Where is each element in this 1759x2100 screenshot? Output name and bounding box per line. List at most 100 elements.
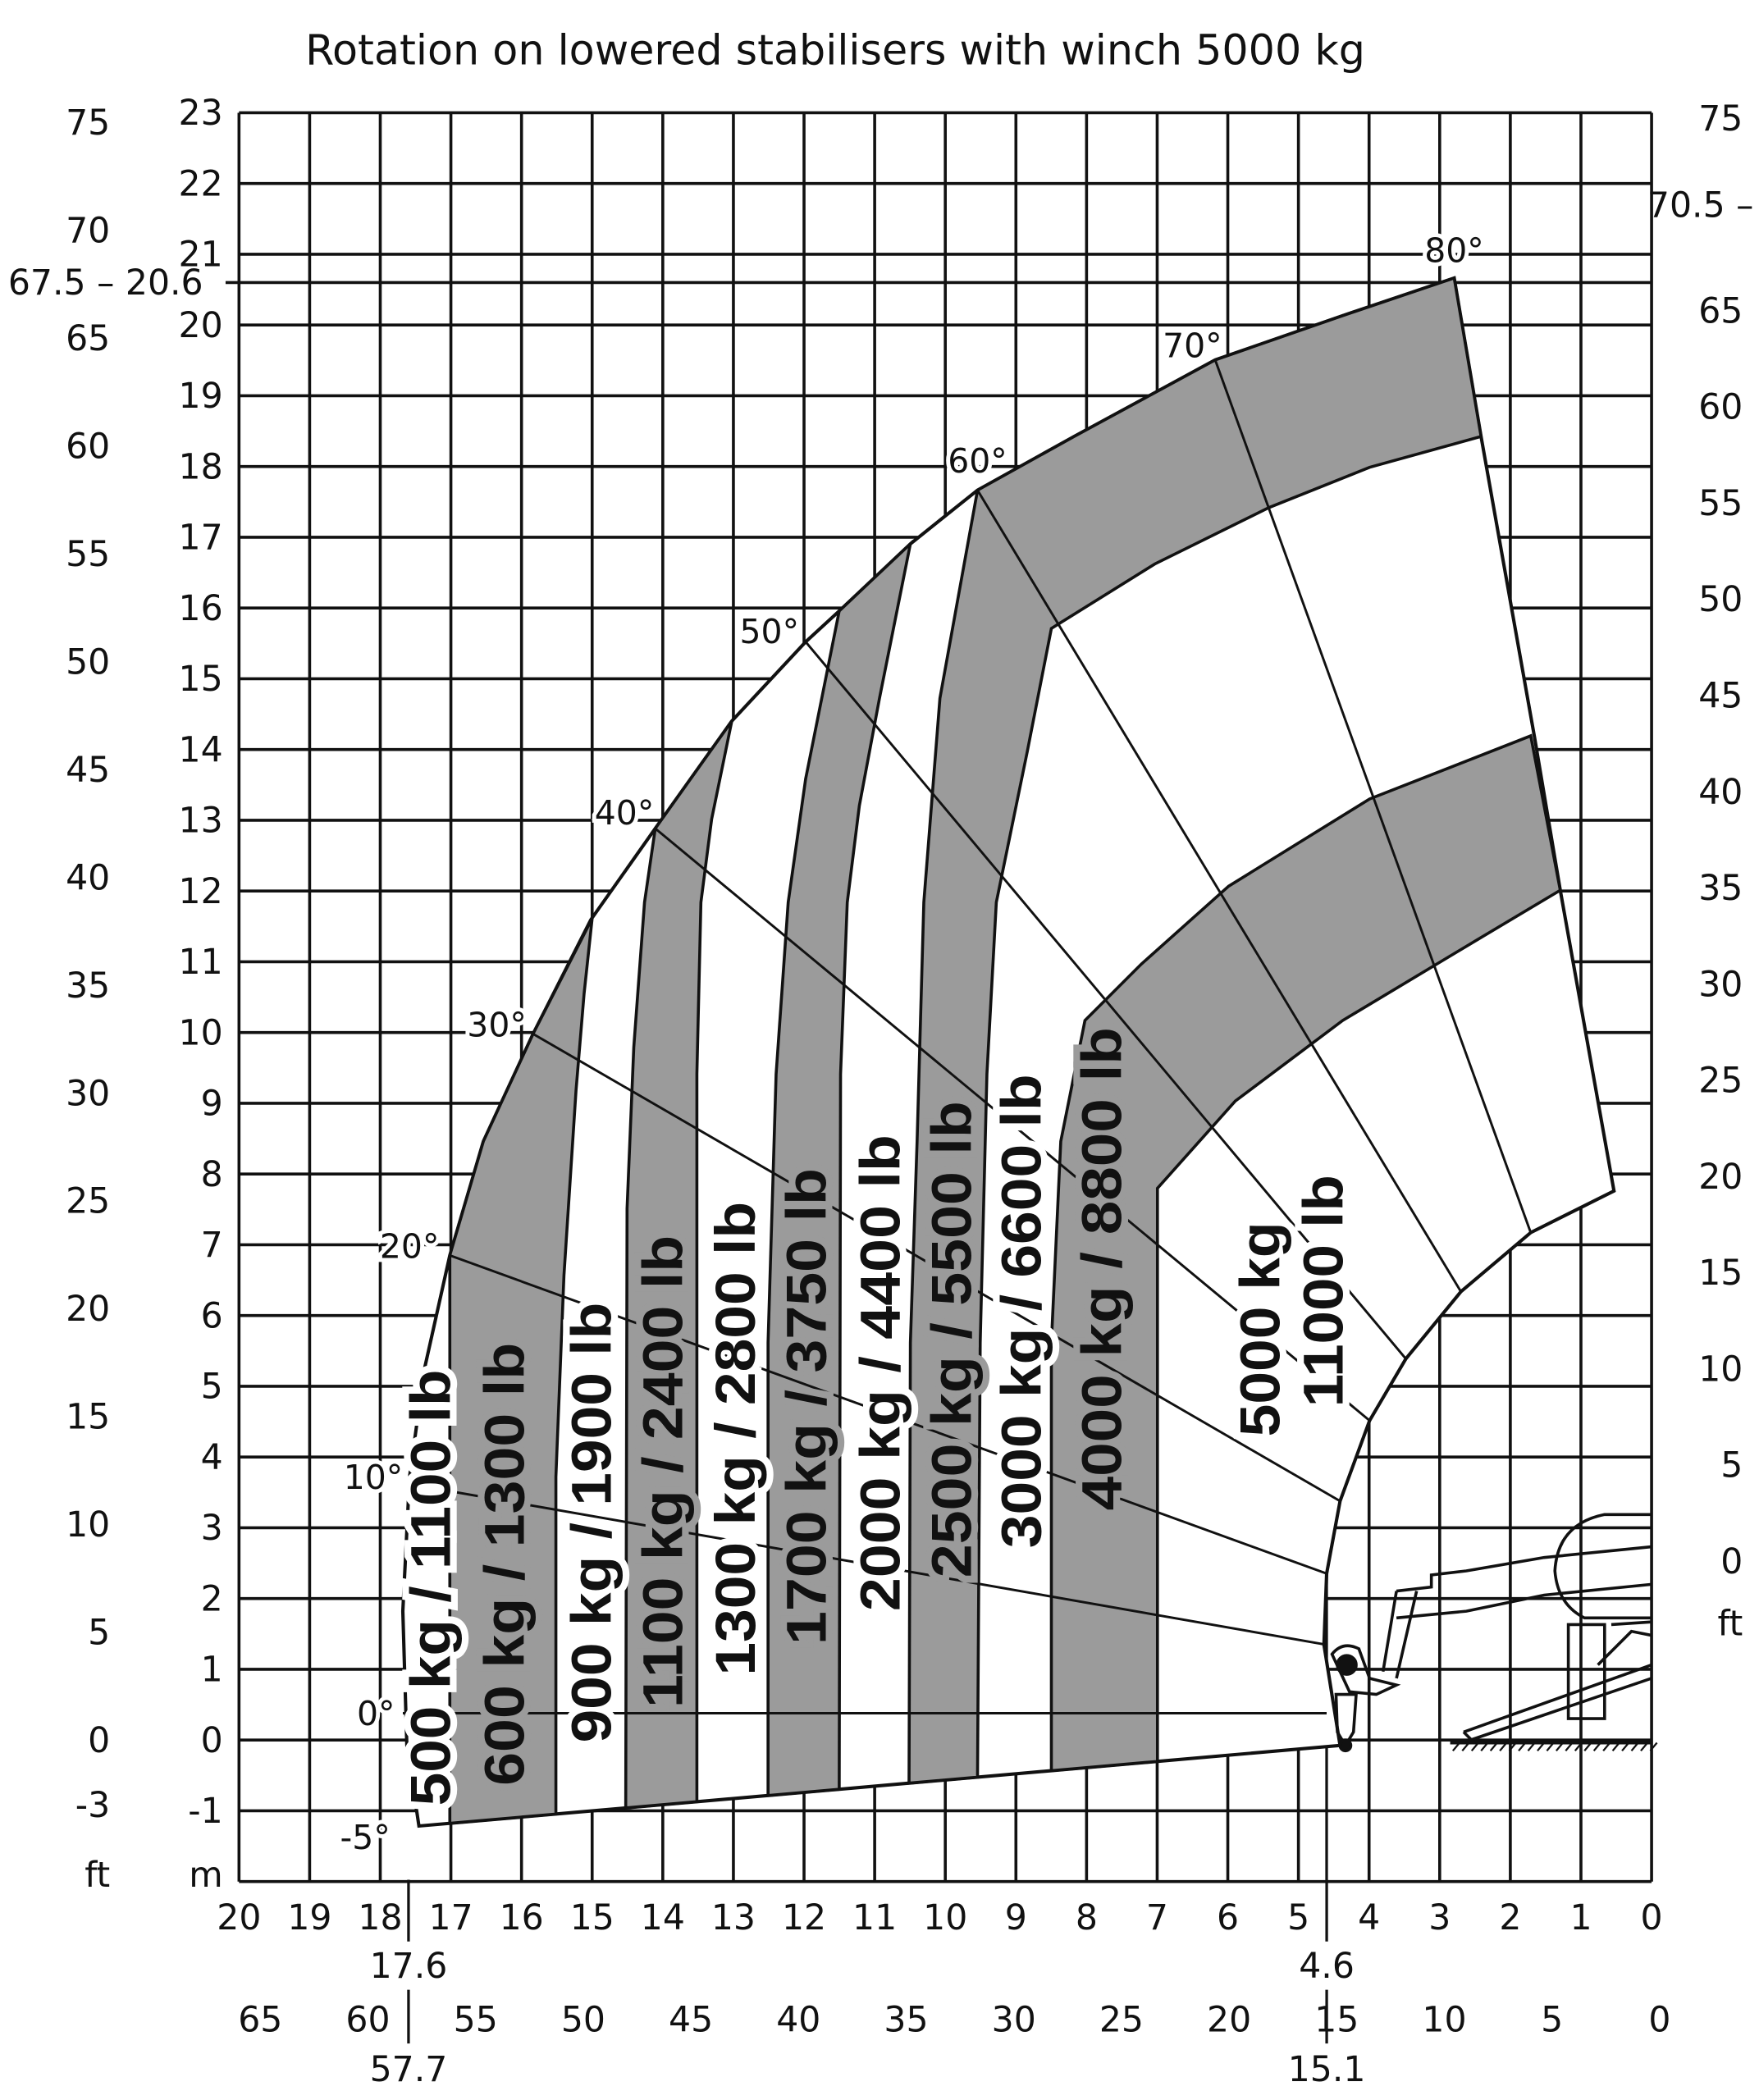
y-tick-ft: 45 (66, 751, 110, 791)
x-tick-m: 11 (852, 1898, 897, 1938)
y-tick-ft: 70 (66, 212, 110, 252)
y-tick-m: 2 (201, 1579, 223, 1619)
zone-label: 500 kg / 1100 lb (399, 1370, 462, 1806)
right-y-tick-ft: 40 (1698, 773, 1743, 813)
y-tick-m: 8 (201, 1155, 223, 1195)
x-tick-m: 10 (923, 1898, 967, 1938)
x-tick-ft: 65 (238, 2000, 282, 2040)
right-y-tick-ft: 45 (1698, 676, 1743, 716)
boom-angle-ray (654, 827, 1371, 1422)
y-tick-m: 22 (179, 164, 223, 204)
right-y-tick-ft: 35 (1698, 869, 1743, 909)
x-tick-m: 18 (358, 1898, 402, 1938)
right-y-tick-ft: 75 (1698, 99, 1743, 139)
x-tick-ft: 5 (1541, 2000, 1563, 2040)
zone-label: 1100 kg / 2400 lb (631, 1235, 694, 1708)
angle-label: 80° (1424, 231, 1484, 270)
chart-title: Rotation on lowered stabilisers with win… (305, 26, 1365, 75)
y-tick-m: 15 (179, 660, 223, 700)
x-tick-ft: 40 (776, 2000, 820, 2040)
machine-outline (1381, 1591, 1419, 1679)
boom-angle-ray (449, 1254, 1327, 1575)
y-tick-ft: 55 (66, 535, 110, 575)
y-tick-m: 4 (201, 1438, 223, 1478)
zone-600kg (448, 917, 594, 1825)
right-y-tick-ft: 20 (1698, 1157, 1743, 1198)
ground-hatch (1537, 1742, 1546, 1752)
x-tick-m: 12 (782, 1898, 826, 1938)
x-tick-m: 9 (1005, 1898, 1027, 1938)
y-tick-m: 17 (179, 518, 223, 559)
y-tick-m: 23 (179, 94, 223, 134)
right-max-height-label: 70.5 – (1647, 185, 1754, 226)
angle-label: 20° (380, 1227, 440, 1267)
y-tick-m: 14 (179, 730, 223, 770)
y-tick-m: 12 (179, 872, 223, 912)
y-unit-ft: ft (85, 1856, 110, 1896)
x-tick-m: 20 (217, 1898, 261, 1938)
zone-1100kg (624, 719, 733, 1810)
x-marker-ft: 57.7 (370, 2050, 448, 2090)
ground-hatch (1546, 1742, 1555, 1752)
ground-hatch (1640, 1742, 1649, 1752)
x-tick-ft: 10 (1422, 2000, 1466, 2040)
y-unit-m: m (189, 1856, 222, 1896)
zone-labels: 500 kg / 1100 lb 600 kg / 1300 lb 900 kg /… (392, 1020, 1362, 1813)
boom-head-pulley (1336, 1654, 1358, 1676)
x-tick-ft: 60 (345, 2000, 390, 2040)
x-tick-m: 7 (1146, 1898, 1168, 1938)
right-y-tick-ft: 50 (1698, 580, 1743, 620)
y-tick-m: 13 (179, 801, 223, 842)
hook-point (1338, 1738, 1353, 1753)
ground-hatch (1583, 1742, 1592, 1752)
angle-labels: -5° 0° 10° 20° 30° 40° 50° 60° 70° 80° (336, 226, 1488, 1860)
y-tick-m: 11 (179, 943, 223, 983)
x-tick-m: 17 (429, 1898, 473, 1938)
y-tick-ft: 25 (66, 1182, 110, 1222)
boom-angle-ray (804, 641, 1407, 1360)
zone-label-lb: 11000 lb (1292, 1175, 1355, 1407)
ground-hatch (1592, 1742, 1601, 1752)
machine-outline (1396, 1582, 1652, 1620)
x-tick-ft: 55 (454, 2000, 498, 2040)
right-y-tick-ft: 55 (1698, 484, 1743, 524)
angle-label: 30° (467, 1006, 527, 1045)
zone-label: 1300 kg / 2800 lb (704, 1202, 767, 1676)
y-tick-m: 19 (179, 377, 223, 417)
boom-angle-ray (976, 489, 1462, 1293)
ground-hatch (1518, 1742, 1527, 1752)
axes: 23222120191817161514131211109876543210-1… (8, 94, 1754, 2090)
x-tick-m: 5 (1287, 1898, 1309, 1938)
ground-hatch (1470, 1742, 1479, 1752)
load-zones (400, 276, 1616, 1828)
y-tick-m: 6 (201, 1296, 223, 1336)
machine-outline (1462, 1663, 1652, 1744)
machine-outline (1597, 1620, 1652, 1666)
right-y-tick-ft: 0 (1720, 1542, 1743, 1582)
ground-hatch (1508, 1742, 1517, 1752)
machine-outline (1330, 1644, 1401, 1696)
y-tick-ft: 65 (66, 319, 110, 359)
y-tick-ft: 40 (66, 858, 110, 898)
ground-hatch (1555, 1742, 1564, 1752)
y-tick-m: 21 (179, 235, 223, 276)
x-tick-m: 15 (570, 1898, 615, 1938)
zone-2500kg (907, 276, 1483, 1785)
y-tick-ft: 60 (66, 427, 110, 468)
ground-hatch (1649, 1742, 1658, 1752)
boom-angle-ray (1213, 359, 1533, 1234)
right-y-tick-ft: 65 (1698, 291, 1743, 331)
ground-hatch (1602, 1742, 1611, 1752)
y-tick-m: 18 (179, 447, 223, 487)
x-tick-m: 3 (1428, 1898, 1451, 1938)
y-tick-ft: 30 (66, 1074, 110, 1114)
zone-label: 5000 kg (1229, 1221, 1292, 1436)
x-tick-m: 13 (711, 1898, 756, 1938)
y-tick-m: 10 (179, 1013, 223, 1053)
right-y-tick-ft: 25 (1698, 1061, 1743, 1102)
angle-label: 40° (595, 793, 655, 833)
x-tick-m: 4 (1358, 1898, 1380, 1938)
x-tick-ft: 50 (561, 2000, 605, 2040)
zone-label: 2000 kg / 4400 lb (849, 1134, 912, 1611)
